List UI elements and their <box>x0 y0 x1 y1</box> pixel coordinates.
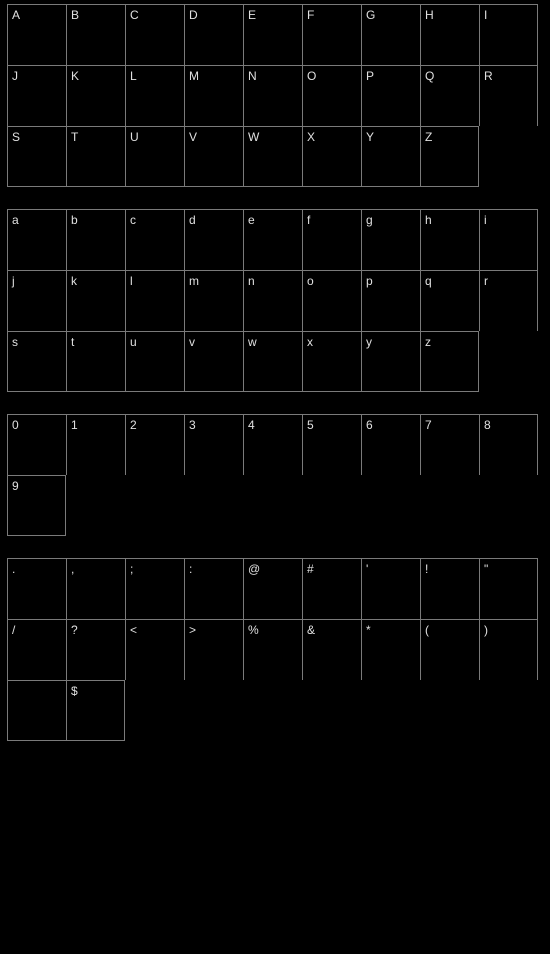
glyph-cell: H <box>420 4 479 65</box>
glyph-cell: w <box>243 331 302 392</box>
glyph-cell: $ <box>66 680 125 741</box>
glyph-cell: ( <box>420 619 479 680</box>
glyph-row: jklmnopqr <box>7 270 538 331</box>
glyph-cell: e <box>243 209 302 270</box>
glyph-cell: b <box>66 209 125 270</box>
glyph-cell: W <box>243 126 302 187</box>
glyph-cell: . <box>7 558 66 619</box>
glyph-cell: 8 <box>479 414 538 475</box>
glyph-cell: 9 <box>7 475 66 536</box>
glyph-row: .,;:@#'!" <box>7 558 538 619</box>
glyph-cell: ) <box>479 619 538 680</box>
glyph-block: abcdefghijklmnopqrstuvwxyz <box>7 209 538 392</box>
glyph-cell: @ <box>243 558 302 619</box>
glyph-cell: u <box>125 331 184 392</box>
glyph-cell: S <box>7 126 66 187</box>
glyph-cell: A <box>7 4 66 65</box>
glyph-cell: ! <box>420 558 479 619</box>
glyph-cell: 6 <box>361 414 420 475</box>
glyph-cell: G <box>361 4 420 65</box>
glyph-cell: I <box>479 4 538 65</box>
glyph-block: 0123456789 <box>7 414 538 536</box>
glyph-cell: > <box>184 619 243 680</box>
glyph-cell: R <box>479 65 538 126</box>
glyph-cell: ; <box>125 558 184 619</box>
glyph-row: $ <box>7 680 538 741</box>
glyph-cell: d <box>184 209 243 270</box>
glyph-cell: y <box>361 331 420 392</box>
glyph-cell: Z <box>420 126 479 187</box>
glyph-cell: D <box>184 4 243 65</box>
glyph-row: JKLMNOPQR <box>7 65 538 126</box>
glyph-cell: s <box>7 331 66 392</box>
glyph-cell: 0 <box>7 414 66 475</box>
glyph-cell: E <box>243 4 302 65</box>
glyph-cell: n <box>243 270 302 331</box>
glyph-cell: ' <box>361 558 420 619</box>
glyph-block: .,;:@#'!"/?<>%&*()$ <box>7 558 538 741</box>
glyph-cell: < <box>125 619 184 680</box>
glyph-cell: P <box>361 65 420 126</box>
glyph-cell: # <box>302 558 361 619</box>
glyph-cell: k <box>66 270 125 331</box>
glyph-cell: a <box>7 209 66 270</box>
glyph-cell: 4 <box>243 414 302 475</box>
glyph-cell: 1 <box>66 414 125 475</box>
glyph-cell: Q <box>420 65 479 126</box>
glyph-cell: t <box>66 331 125 392</box>
glyph-cell: z <box>420 331 479 392</box>
glyph-cell: B <box>66 4 125 65</box>
glyph-cell: J <box>7 65 66 126</box>
glyph-cell: C <box>125 4 184 65</box>
glyph-cell: V <box>184 126 243 187</box>
glyph-cell: T <box>66 126 125 187</box>
glyph-cell: ? <box>66 619 125 680</box>
glyph-cell: m <box>184 270 243 331</box>
glyph-cell: x <box>302 331 361 392</box>
glyph-cell: , <box>66 558 125 619</box>
glyph-cell: K <box>66 65 125 126</box>
glyph-cell: Y <box>361 126 420 187</box>
glyph-cell: 2 <box>125 414 184 475</box>
glyph-cell: o <box>302 270 361 331</box>
glyph-row: stuvwxyz <box>7 331 538 392</box>
glyph-cell: c <box>125 209 184 270</box>
glyph-cell: X <box>302 126 361 187</box>
glyph-row: ABCDEFGHI <box>7 4 538 65</box>
glyph-cell: i <box>479 209 538 270</box>
glyph-cell: * <box>361 619 420 680</box>
glyph-cell: : <box>184 558 243 619</box>
glyph-cell: N <box>243 65 302 126</box>
glyph-block: ABCDEFGHIJKLMNOPQRSTUVWXYZ <box>7 4 538 187</box>
glyph-cell: q <box>420 270 479 331</box>
glyph-row: 9 <box>7 475 538 536</box>
glyph-cell: f <box>302 209 361 270</box>
glyph-cell: h <box>420 209 479 270</box>
glyph-cell: & <box>302 619 361 680</box>
glyph-cell: " <box>479 558 538 619</box>
glyph-cell: O <box>302 65 361 126</box>
glyph-cell: j <box>7 270 66 331</box>
glyph-cell: / <box>7 619 66 680</box>
glyph-cell: L <box>125 65 184 126</box>
glyph-row: /?<>%&*() <box>7 619 538 680</box>
glyph-cell: 7 <box>420 414 479 475</box>
glyph-row: STUVWXYZ <box>7 126 538 187</box>
glyph-cell: U <box>125 126 184 187</box>
glyph-cell: v <box>184 331 243 392</box>
glyph-cell: g <box>361 209 420 270</box>
glyph-cell: 3 <box>184 414 243 475</box>
glyph-cell: l <box>125 270 184 331</box>
glyph-cell: % <box>243 619 302 680</box>
glyph-cell: p <box>361 270 420 331</box>
glyph-row: 012345678 <box>7 414 538 475</box>
glyph-cell: r <box>479 270 538 331</box>
glyph-cell <box>7 680 66 741</box>
glyph-cell: 5 <box>302 414 361 475</box>
glyph-cell: M <box>184 65 243 126</box>
glyph-cell: F <box>302 4 361 65</box>
glyph-row: abcdefghi <box>7 209 538 270</box>
